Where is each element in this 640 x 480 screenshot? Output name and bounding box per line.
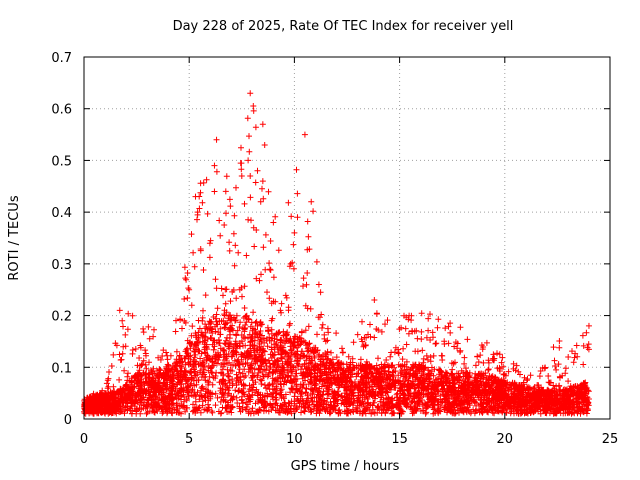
roti-peak-point	[194, 209, 201, 216]
x-tick-label: 0	[80, 432, 88, 447]
x-tick-label: 20	[497, 432, 514, 447]
roti-peak-point	[259, 121, 266, 128]
roti-points	[81, 103, 592, 417]
roti-peak-point	[247, 90, 254, 97]
roti-peak-point	[259, 178, 266, 185]
roti-peak-point	[585, 322, 592, 329]
roti-peak-point	[301, 131, 308, 138]
y-tick-label: 0	[64, 413, 72, 428]
x-tick-label: 10	[286, 432, 303, 447]
y-tick-label: 0.4	[51, 206, 72, 221]
plot-frame	[83, 56, 611, 420]
roti-peak-point	[270, 219, 277, 226]
roti-peak-point	[192, 193, 199, 200]
roti-peak-point	[211, 162, 218, 169]
x-tick-labels: 0 5 10 15 20 25	[80, 432, 618, 447]
x-axis-label: GPS time / hours	[291, 459, 400, 474]
y-tick-label: 0.3	[51, 258, 72, 273]
chart-title: Day 228 of 2025, Rate Of TEC Index for r…	[173, 19, 514, 34]
roti-peak-point	[257, 198, 264, 205]
y-tick-label: 0.7	[51, 51, 72, 66]
roti-peak-point	[116, 307, 123, 314]
roti-peak-point	[247, 172, 254, 179]
roti-peak-point	[213, 136, 220, 143]
x-tick-label: 5	[185, 432, 193, 447]
data-points	[81, 90, 592, 417]
roti-peak-point	[211, 188, 218, 195]
y-tick-label: 0.2	[51, 310, 72, 325]
roti-peak-point	[291, 229, 298, 236]
axis-ticks	[83, 56, 611, 420]
y-tick-labels: 0 0.1 0.2 0.3 0.4 0.5 0.6 0.7	[51, 51, 72, 428]
roti-peak-point	[238, 172, 245, 179]
y-tick-label: 0.5	[51, 154, 72, 169]
x-tick-label: 15	[391, 432, 408, 447]
y-tick-label: 0.1	[51, 361, 72, 376]
y-tick-label: 0.6	[51, 103, 72, 118]
x-tick-label: 25	[602, 432, 619, 447]
roti-peak-point	[308, 198, 315, 205]
y-axis-label: ROTI / TECUs	[7, 195, 22, 280]
roti-peak-point	[371, 297, 378, 304]
roti-peak-point	[245, 157, 252, 164]
grid-lines	[84, 57, 610, 419]
